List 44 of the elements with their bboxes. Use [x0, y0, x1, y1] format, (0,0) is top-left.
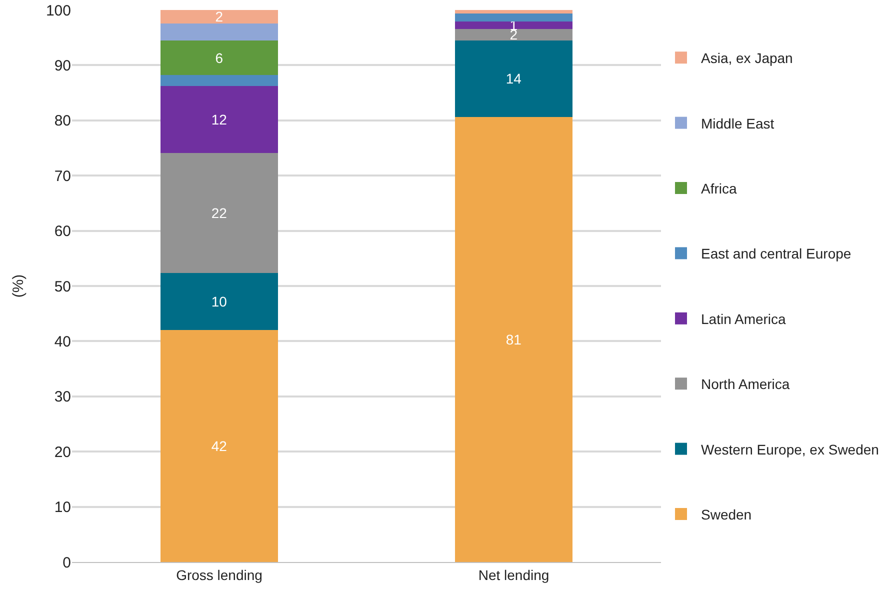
y-tick-label: 90 [54, 57, 71, 74]
legend-label: Asia, ex Japan [701, 50, 793, 66]
bar [454, 117, 573, 562]
bar [160, 330, 278, 562]
bar [454, 28, 573, 40]
y-tick-label: 40 [54, 333, 71, 350]
data-label: 2 [215, 8, 224, 25]
bar [160, 10, 278, 24]
data-label: 42 [211, 438, 228, 454]
y-tick-label: 70 [54, 168, 71, 185]
bar [160, 75, 278, 86]
bar [454, 40, 573, 118]
x-tick-label: Gross lending [176, 566, 262, 583]
y-tick-label: 60 [54, 223, 71, 240]
bar [160, 152, 278, 273]
data-label: 14 [506, 70, 522, 87]
y-tick-label: 50 [54, 278, 71, 296]
legend-label: East and central Europe [701, 246, 852, 262]
y-tick-label: 80 [54, 112, 71, 130]
bar [454, 10, 573, 14]
data-label: 10 [211, 293, 228, 310]
legend-label: Middle East [701, 115, 774, 132]
bar [160, 272, 278, 330]
legend-label: Latin America [701, 310, 786, 327]
bar [160, 40, 278, 76]
bar [454, 22, 573, 29]
data-label: 81 [506, 332, 522, 348]
y-tick-label: 0 [62, 554, 71, 572]
bar [160, 86, 278, 153]
legend-label: Africa [701, 180, 737, 196]
bar [454, 13, 573, 22]
y-tick-label: 10 [54, 499, 71, 516]
legend-label: Western Europe, ex Sweden [701, 441, 879, 458]
y-tick-label: 20 [54, 444, 71, 461]
legend-label: North America [701, 376, 790, 392]
data-label: 22 [211, 204, 228, 221]
y-tick-label: 100 [46, 2, 71, 20]
legend-label: Sweden [701, 506, 752, 522]
data-label: 12 [211, 112, 228, 128]
x-tick-label: Net lending [478, 566, 550, 583]
y-axis-title: (%) [10, 274, 28, 298]
bar [160, 23, 278, 40]
data-label: 6 [215, 50, 224, 66]
y-tick-label: 30 [54, 388, 71, 406]
